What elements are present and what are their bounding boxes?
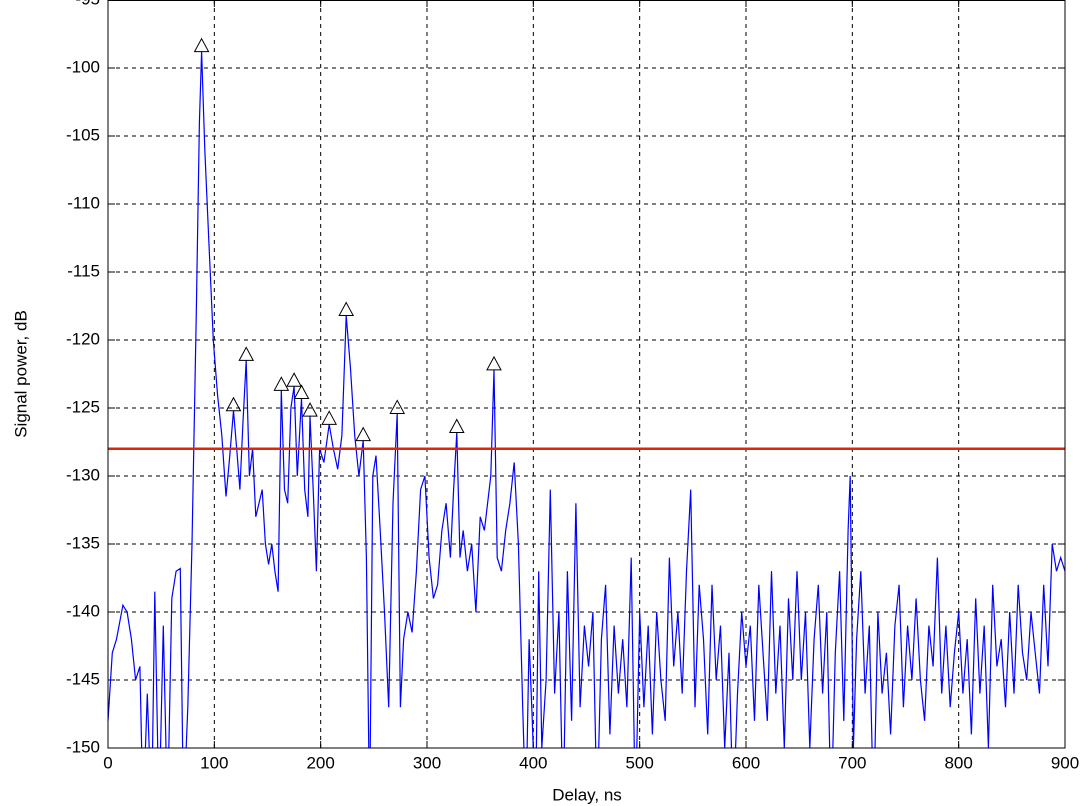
y-tick-label: -150 (66, 737, 100, 756)
x-tick-label: 700 (838, 753, 866, 772)
peak-marker (225, 396, 242, 412)
y-tick-label: -130 (66, 465, 100, 484)
plot-frame (107, 0, 1066, 749)
peak-marker (389, 399, 406, 414)
x-tick-label: 900 (1051, 753, 1079, 772)
peak-marker (448, 418, 465, 433)
x-tick-label: 100 (200, 753, 228, 772)
x-tick-label: 500 (625, 753, 653, 772)
y-tick-label: -135 (66, 533, 100, 552)
y-tick-label: -110 (67, 193, 100, 212)
peak-marker (286, 372, 302, 387)
signal-line (108, 51, 1065, 748)
y-tick-label: -120 (66, 329, 100, 348)
x-tick-label: 300 (413, 753, 441, 772)
peak-marker (355, 426, 372, 442)
peak-marker (238, 346, 255, 361)
x-tick-label: 600 (732, 753, 760, 772)
y-tick-label: -115 (67, 261, 100, 280)
y-tick-label: -145 (66, 669, 100, 688)
y-axis-label: Signal power, dB (11, 310, 30, 438)
y-tick-label: -125 (66, 397, 100, 416)
x-tick-label: 200 (306, 753, 334, 772)
peak-marker (273, 376, 290, 391)
y-tick-label: -95 (75, 0, 100, 8)
peak-marker (338, 301, 355, 317)
peak-marker (321, 410, 338, 425)
peak-marker (293, 384, 310, 399)
plot-content (108, 51, 1065, 748)
y-tick-label: -105 (66, 125, 100, 144)
x-tick-label: 800 (944, 753, 972, 772)
plot-area (108, 0, 1065, 748)
x-tick-label: 0 (103, 753, 112, 772)
x-tick-label: 400 (519, 753, 547, 772)
x-axis-label: Delay, ns (552, 785, 622, 804)
peak-marker (193, 37, 210, 53)
y-tick-label: -140 (66, 601, 100, 620)
peak-marker (302, 402, 318, 417)
y-tick-label: -100 (66, 57, 100, 76)
peak-marker (486, 355, 502, 371)
